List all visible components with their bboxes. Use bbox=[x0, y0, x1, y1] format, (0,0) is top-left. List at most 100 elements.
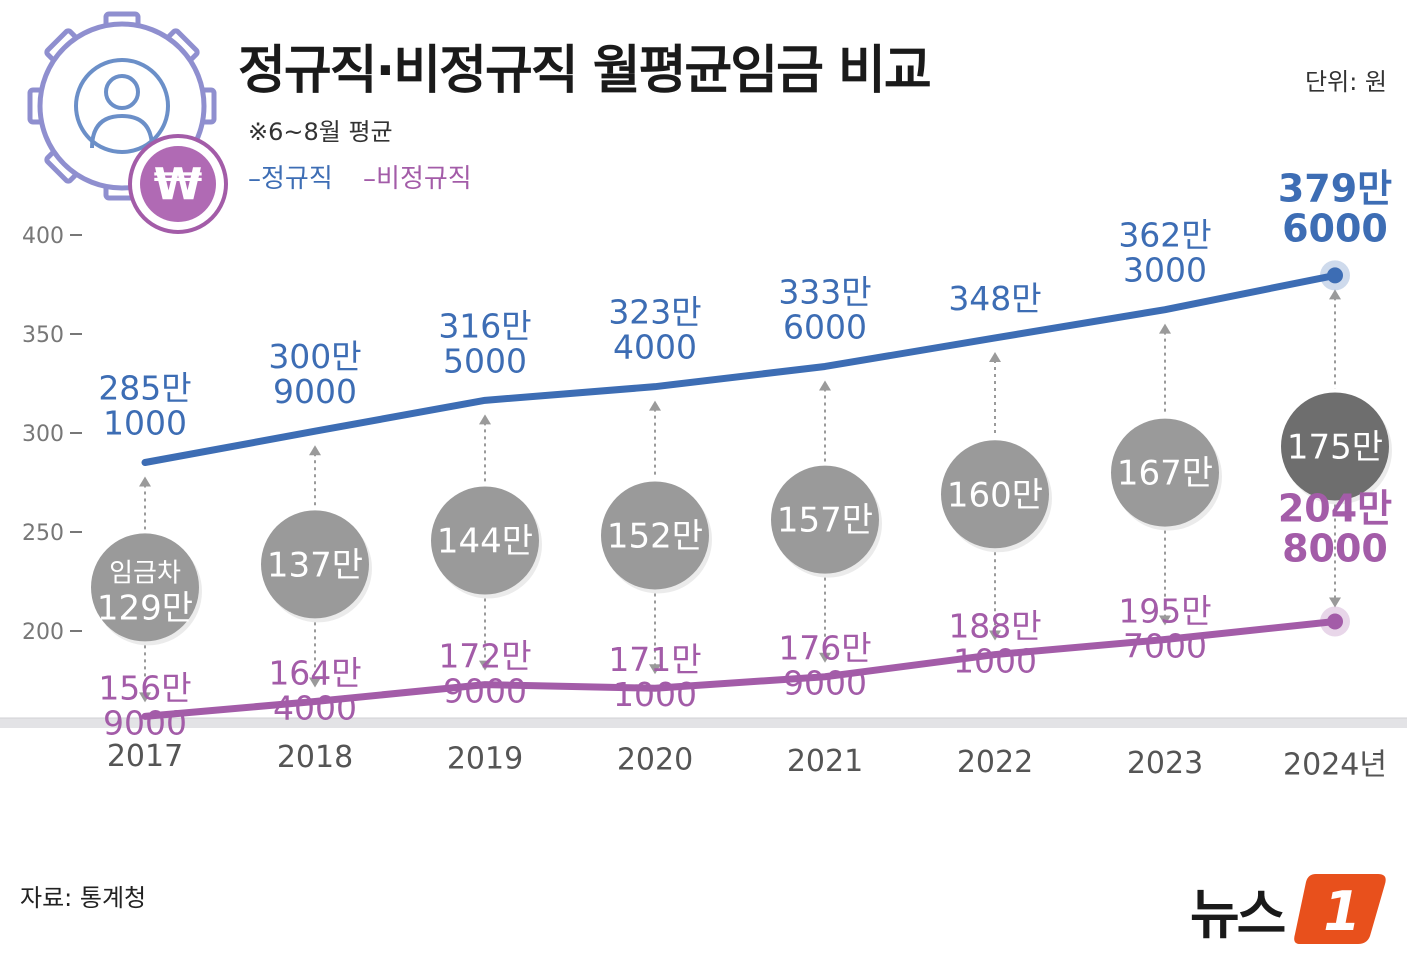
irregular-value-label: 9000 bbox=[443, 672, 527, 711]
y-tick-label: 350 bbox=[22, 323, 64, 348]
gap-label-caption: 임금차 bbox=[109, 558, 181, 588]
irregular-value-label: 8000 bbox=[1282, 526, 1388, 570]
gap-circle bbox=[601, 481, 709, 590]
regular-value-label: 6000 bbox=[783, 307, 867, 346]
x-axis: 2017 2018 2019 2020 2021 2022 2023 2024년 bbox=[107, 739, 1387, 782]
irregular-value-label: 4000 bbox=[273, 688, 357, 727]
gap-circle bbox=[261, 510, 369, 619]
regular-value-label: 348만 bbox=[948, 279, 1041, 318]
x-tick-label: 2024년 bbox=[1283, 747, 1387, 782]
regular-value-label: 285만 bbox=[98, 369, 191, 408]
data-labels: 285만1000300만9000316만5000323만4000333만6000… bbox=[98, 166, 1392, 742]
regular-value-label: 5000 bbox=[443, 341, 527, 380]
logo-badge-number: 1 bbox=[1323, 880, 1361, 943]
gap-circle bbox=[91, 533, 199, 642]
irregular-value-label: 156만 bbox=[98, 668, 191, 707]
arrow-up-icon bbox=[309, 445, 321, 456]
regular-value-label: 323만 bbox=[608, 293, 701, 332]
y-tick-label: 200 bbox=[22, 620, 64, 645]
regular-line-end-point bbox=[1327, 267, 1343, 284]
gap-label: 129만 bbox=[97, 588, 193, 628]
y-axis: 200 250 300 350 400 bbox=[22, 224, 82, 645]
gap-label: 152만 bbox=[607, 516, 703, 556]
gap-label: 175만 bbox=[1287, 427, 1383, 467]
irregular-value-label: 9000 bbox=[103, 703, 187, 742]
y-tick-label: 300 bbox=[22, 422, 64, 447]
arrow-down-icon bbox=[1329, 597, 1341, 608]
irregular-value-label: 176만 bbox=[778, 629, 871, 668]
news1-logo: 뉴스 1 bbox=[1190, 866, 1390, 946]
y-tick-label: 400 bbox=[22, 224, 64, 249]
regular-value-label: 6000 bbox=[1282, 206, 1388, 250]
x-tick-label: 2021 bbox=[787, 744, 863, 779]
irregular-value-label: 171만 bbox=[608, 640, 701, 679]
arrow-down-icon bbox=[819, 652, 831, 663]
gap-circle bbox=[431, 486, 539, 595]
x-tick-label: 2017 bbox=[107, 739, 183, 774]
gap-connectors bbox=[139, 289, 1341, 703]
arrow-up-icon bbox=[989, 351, 1001, 362]
arrow-down-icon bbox=[479, 660, 491, 671]
irregular-line bbox=[141, 617, 1339, 720]
irregular-value-label: 9000 bbox=[783, 664, 867, 703]
gap-label: 160만 bbox=[947, 475, 1043, 515]
arrow-up-icon bbox=[1329, 289, 1341, 300]
regular-value-label: 379만 bbox=[1278, 166, 1392, 210]
legend-item-irregular: –비정규직 bbox=[363, 164, 472, 194]
arrow-up-icon bbox=[649, 400, 661, 411]
irregular-value-label: 188만 bbox=[948, 607, 1041, 646]
regular-value-label: 316만 bbox=[438, 306, 531, 345]
series-lines bbox=[141, 260, 1350, 720]
legend: –정규직 –비정규직 bbox=[248, 158, 494, 195]
irregular-value-label: 164만 bbox=[268, 653, 361, 692]
x-tick-label: 2019 bbox=[447, 741, 523, 776]
x-tick-label: 2020 bbox=[617, 743, 693, 778]
regular-value-label: 333만 bbox=[778, 272, 871, 311]
logo-text: 뉴스 bbox=[1190, 883, 1286, 946]
gap-label: 157만 bbox=[777, 501, 873, 541]
arrow-up-icon bbox=[1159, 323, 1171, 334]
gear-person-won-icon: ₩ bbox=[27, 11, 228, 234]
x-tick-label: 2018 bbox=[277, 740, 353, 775]
x-tick-label: 2022 bbox=[957, 745, 1033, 780]
arrow-down-icon bbox=[649, 664, 661, 675]
regular-value-label: 362만 bbox=[1118, 216, 1211, 255]
chart-title: 정규직·비정규직 월평균임금 비교 bbox=[238, 41, 932, 101]
irregular-line-end-point bbox=[1327, 613, 1343, 630]
irregular-value-label: 172만 bbox=[438, 637, 531, 676]
arrow-down-icon bbox=[309, 677, 321, 688]
irregular-value-label: 1000 bbox=[613, 675, 697, 714]
irregular-value-label: 1000 bbox=[953, 642, 1037, 681]
gap-circle bbox=[1281, 392, 1389, 501]
legend-item-regular: –정규직 bbox=[248, 164, 333, 194]
won-symbol: ₩ bbox=[154, 159, 203, 210]
arrow-down-icon bbox=[1159, 615, 1171, 626]
gap-label: 167만 bbox=[1117, 454, 1213, 494]
regular-value-label: 3000 bbox=[1123, 251, 1207, 290]
irregular-value-label: 7000 bbox=[1123, 627, 1207, 666]
arrow-up-icon bbox=[139, 476, 151, 487]
irregular-value-label: 204만 bbox=[1278, 486, 1392, 530]
gap-circle bbox=[1111, 418, 1219, 527]
regular-value-label: 4000 bbox=[613, 328, 697, 367]
arrow-up-icon bbox=[479, 414, 491, 425]
unit-label: 단위: 원 bbox=[1305, 68, 1387, 96]
logo-badge: 1 bbox=[1294, 874, 1386, 944]
gap-label: 137만 bbox=[267, 545, 363, 585]
gap-circle bbox=[941, 440, 1049, 549]
irregular-value-label: 195만 bbox=[1118, 592, 1211, 631]
arrow-up-icon bbox=[819, 380, 831, 391]
arrow-down-icon bbox=[139, 692, 151, 703]
regular-value-label: 300만 bbox=[268, 337, 361, 376]
source-credit: 자료: 통계청 bbox=[20, 884, 147, 912]
regular-value-label: 1000 bbox=[103, 404, 187, 443]
regular-value-label: 9000 bbox=[273, 372, 357, 411]
period-note: ※6~8월 평균 bbox=[248, 118, 393, 146]
gap-label: 144만 bbox=[437, 521, 533, 561]
y-tick-label: 250 bbox=[22, 521, 64, 546]
regular-line bbox=[141, 271, 1339, 467]
x-tick-label: 2023 bbox=[1127, 746, 1203, 781]
